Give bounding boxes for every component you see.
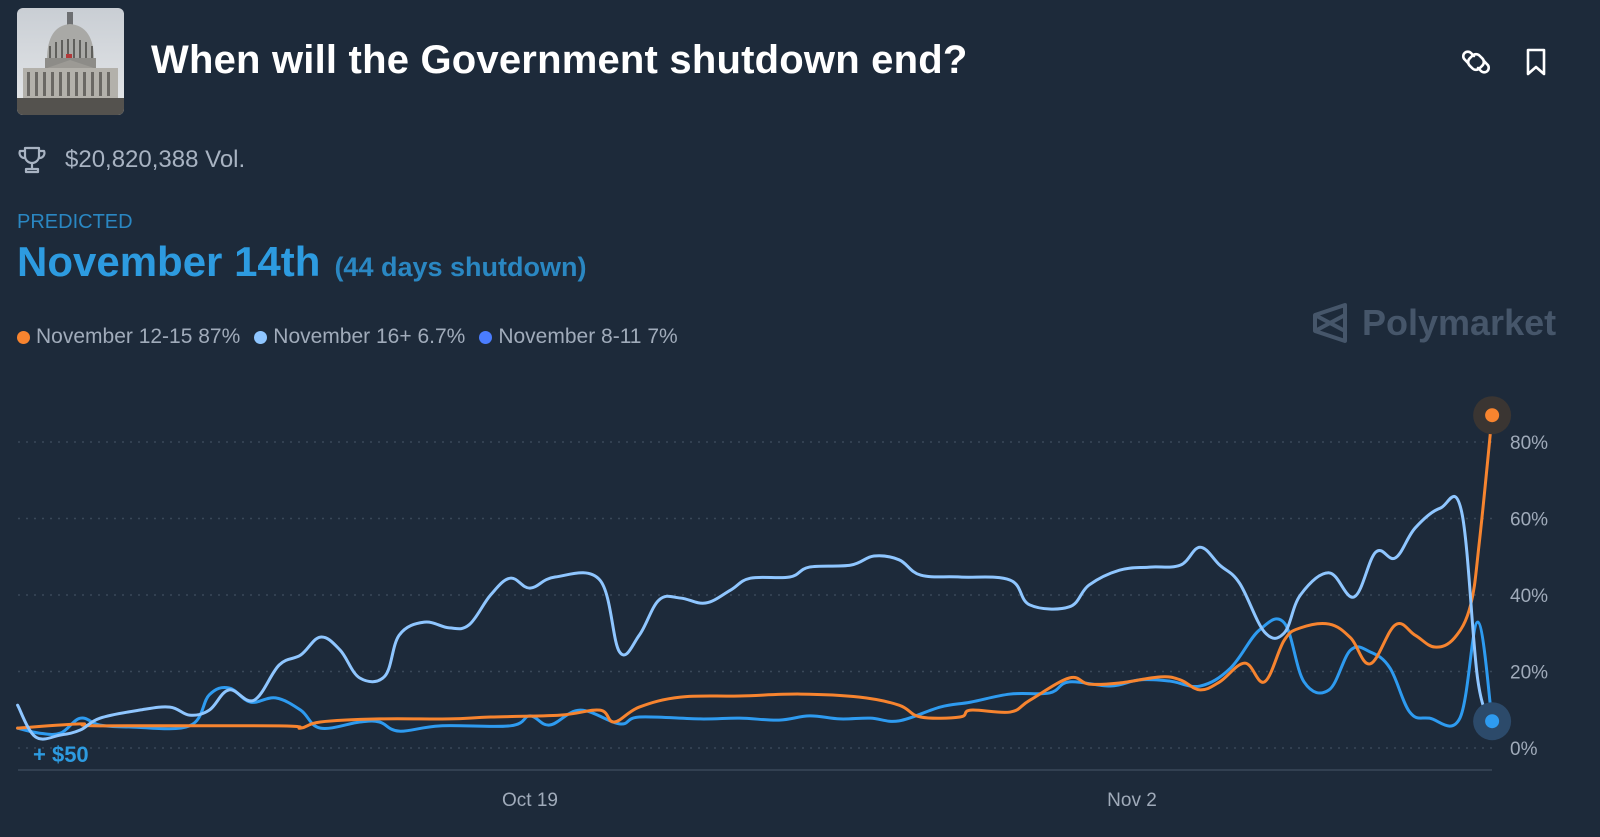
capitol-building-image bbox=[17, 8, 124, 115]
predicted-outcome: November 14th (44 days shutdown) bbox=[17, 238, 586, 286]
trophy-icon bbox=[18, 146, 46, 174]
x-tick-label: Oct 19 bbox=[502, 790, 558, 811]
legend-item-nov-8-11[interactable]: November 8-11 7% bbox=[479, 325, 678, 349]
bookmark-icon bbox=[1526, 48, 1546, 76]
polymarket-logo-icon bbox=[1313, 303, 1347, 343]
position-indicator: + $50 bbox=[33, 742, 89, 767]
series-line-november-12-15[interactable] bbox=[16, 413, 1494, 730]
endpoint-dot[interactable] bbox=[1485, 408, 1500, 423]
series-lines bbox=[16, 413, 1494, 741]
legend-label: November 16+ 6.7% bbox=[273, 325, 466, 348]
legend-label: November 12-15 87% bbox=[36, 325, 241, 348]
legend-item-nov-12-15[interactable]: November 12-15 87% bbox=[17, 325, 240, 349]
y-tick-label: 0% bbox=[1510, 739, 1538, 760]
y-tick-label: 20% bbox=[1510, 663, 1548, 684]
copy-link-button[interactable] bbox=[1460, 46, 1492, 78]
legend-dot bbox=[254, 330, 268, 344]
series-line-november-16-[interactable] bbox=[16, 495, 1494, 741]
polymarket-watermark: Polymarket bbox=[1312, 302, 1556, 344]
predicted-label: PREDICTED bbox=[17, 211, 133, 233]
market-thumbnail bbox=[17, 8, 124, 115]
link-icon bbox=[1461, 50, 1491, 74]
volume-row: $20,820,388 Vol. bbox=[17, 145, 245, 175]
grid-lines bbox=[18, 441, 1492, 749]
x-tick-label: Nov 2 bbox=[1107, 790, 1157, 811]
y-tick-label: 80% bbox=[1510, 433, 1548, 454]
y-axis-ticks: 0% 20% 40% 60% 80% bbox=[1510, 433, 1548, 760]
legend-item-nov-16-plus[interactable]: November 16+ 6.7% bbox=[254, 325, 465, 349]
legend-dot bbox=[479, 330, 493, 344]
volume-text: $20,820,388 Vol. bbox=[65, 146, 246, 173]
predicted-detail: (44 days shutdown) bbox=[334, 252, 587, 282]
y-tick-label: 40% bbox=[1510, 586, 1548, 607]
chart-legend: November 12-15 87% November 16+ 6.7% Nov… bbox=[17, 325, 678, 349]
legend-label: November 8-11 7% bbox=[498, 325, 678, 348]
x-axis-ticks: Oct 19 Nov 2 bbox=[502, 790, 1157, 811]
series-endpoints bbox=[1473, 396, 1512, 741]
endpoint-dot[interactable] bbox=[1485, 714, 1500, 729]
bookmark-button[interactable] bbox=[1520, 46, 1552, 78]
watermark-text: Polymarket bbox=[1362, 302, 1557, 343]
predicted-date: November 14th bbox=[17, 238, 321, 285]
market-title: When will the Government shutdown end? bbox=[151, 38, 968, 82]
y-tick-label: 60% bbox=[1510, 510, 1548, 531]
legend-dot bbox=[17, 330, 30, 344]
